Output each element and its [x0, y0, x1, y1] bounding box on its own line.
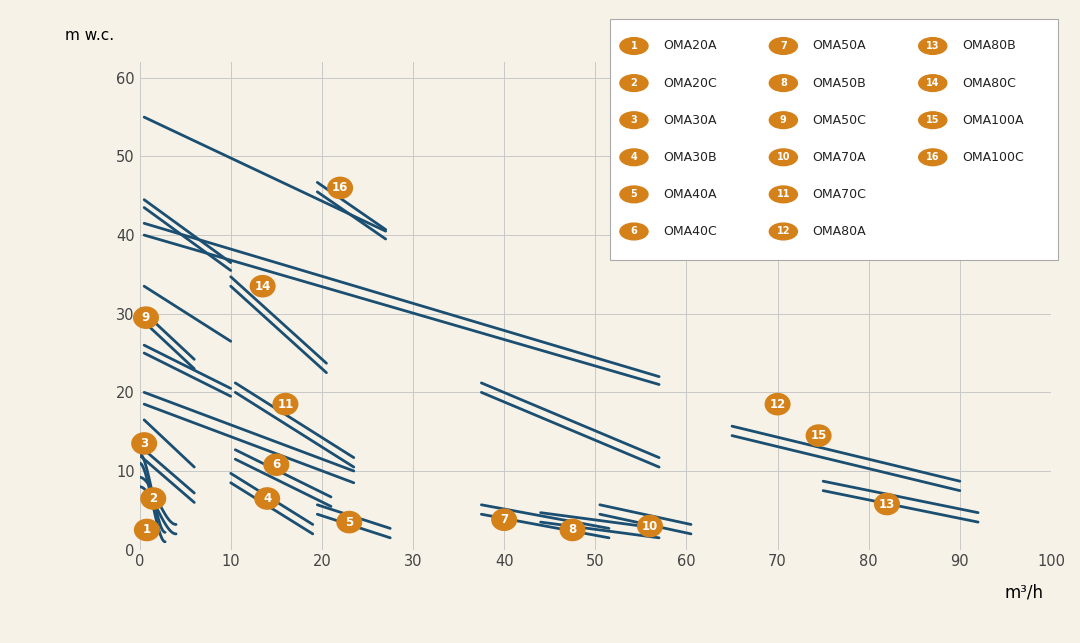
Circle shape [132, 433, 157, 454]
Circle shape [337, 511, 362, 532]
Circle shape [491, 509, 516, 530]
Text: OMA80C: OMA80C [962, 77, 1016, 89]
Text: 1: 1 [631, 41, 637, 51]
Text: OMA100A: OMA100A [962, 114, 1024, 127]
Text: 2: 2 [631, 78, 637, 88]
Text: 12: 12 [777, 226, 791, 237]
Text: 9: 9 [780, 115, 786, 125]
Text: 7: 7 [500, 513, 509, 526]
Text: 4: 4 [264, 492, 271, 505]
Text: OMA30B: OMA30B [663, 151, 717, 164]
Text: 12: 12 [769, 397, 786, 411]
Text: OMA70A: OMA70A [812, 151, 866, 164]
Text: OMA50A: OMA50A [812, 39, 866, 53]
Text: OMA80A: OMA80A [812, 225, 866, 238]
Text: 16: 16 [332, 181, 348, 194]
Text: OMA20A: OMA20A [663, 39, 717, 53]
Text: 10: 10 [777, 152, 791, 162]
Text: 6: 6 [272, 458, 281, 471]
Circle shape [141, 488, 165, 509]
Text: 6: 6 [631, 226, 637, 237]
Text: 16: 16 [926, 152, 940, 162]
Y-axis label: m w.c.: m w.c. [65, 28, 114, 42]
Text: 8: 8 [568, 523, 577, 536]
Text: OMA40A: OMA40A [663, 188, 717, 201]
Circle shape [766, 394, 789, 415]
Text: 3: 3 [631, 115, 637, 125]
Text: 1: 1 [143, 523, 151, 536]
Circle shape [135, 520, 159, 541]
Text: 3: 3 [140, 437, 148, 450]
Text: 14: 14 [255, 280, 271, 293]
Text: 15: 15 [810, 429, 827, 442]
Circle shape [561, 520, 584, 541]
Text: 7: 7 [780, 41, 786, 51]
Text: 13: 13 [879, 498, 895, 511]
Circle shape [637, 516, 662, 537]
Text: 13: 13 [926, 41, 940, 51]
Text: 4: 4 [631, 152, 637, 162]
Text: 8: 8 [780, 78, 787, 88]
Text: OMA50C: OMA50C [812, 114, 866, 127]
Text: OMA100C: OMA100C [962, 151, 1024, 164]
Text: 11: 11 [777, 190, 791, 199]
Circle shape [273, 394, 298, 415]
Circle shape [255, 488, 280, 509]
Circle shape [264, 454, 288, 475]
Circle shape [807, 425, 831, 446]
Circle shape [328, 177, 352, 199]
Text: OMA50B: OMA50B [812, 77, 866, 89]
Text: 2: 2 [149, 492, 158, 505]
Text: OMA80B: OMA80B [962, 39, 1015, 53]
Text: 5: 5 [346, 516, 353, 529]
Text: 9: 9 [141, 311, 150, 324]
Circle shape [875, 493, 900, 514]
Text: 14: 14 [926, 78, 940, 88]
Text: 15: 15 [926, 115, 940, 125]
Text: OMA70C: OMA70C [812, 188, 866, 201]
Text: 10: 10 [642, 520, 658, 532]
X-axis label: m³/h: m³/h [1004, 584, 1043, 602]
Circle shape [134, 307, 159, 329]
Circle shape [251, 276, 275, 297]
Text: 11: 11 [278, 397, 294, 411]
Text: OMA20C: OMA20C [663, 77, 717, 89]
Text: OMA40C: OMA40C [663, 225, 717, 238]
Text: OMA30A: OMA30A [663, 114, 717, 127]
Text: 5: 5 [631, 190, 637, 199]
